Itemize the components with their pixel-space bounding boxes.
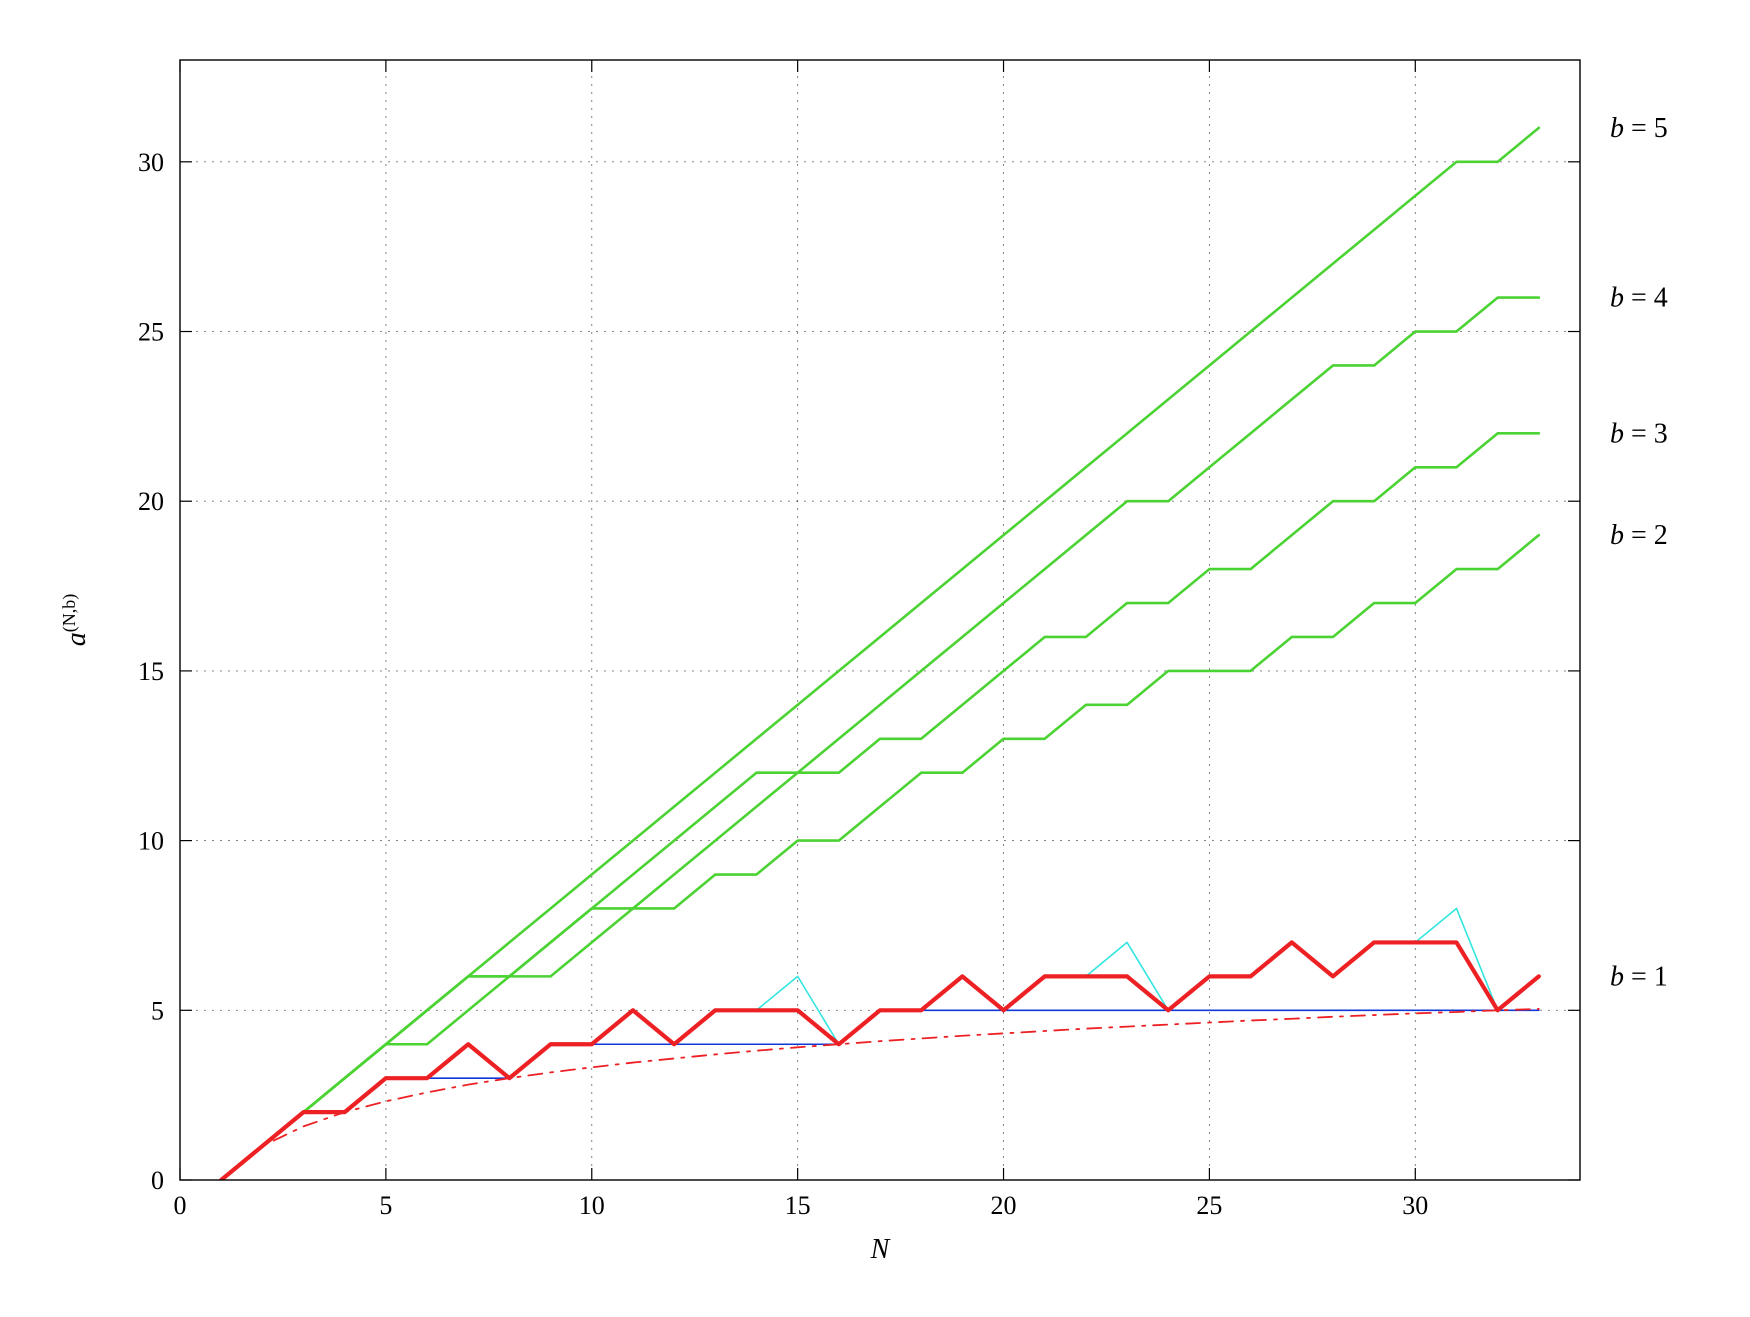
series-annotation: b = 3 bbox=[1610, 418, 1668, 449]
x-axis-label: N bbox=[870, 1234, 891, 1265]
x-tick-label: 0 bbox=[174, 1191, 187, 1220]
y-tick-label: 20 bbox=[138, 487, 164, 516]
x-tick-label: 5 bbox=[379, 1191, 392, 1220]
x-tick-label: 20 bbox=[991, 1191, 1017, 1220]
y-tick-label: 15 bbox=[138, 657, 164, 686]
x-tick-label: 25 bbox=[1196, 1191, 1222, 1220]
y-tick-label: 5 bbox=[151, 996, 164, 1025]
chart-svg: 051015202530051015202530Na(N,b)b = 5b = … bbox=[0, 0, 1750, 1317]
series-annotation: b = 4 bbox=[1610, 283, 1668, 314]
y-tick-label: 10 bbox=[138, 827, 164, 856]
y-tick-label: 25 bbox=[138, 318, 164, 347]
series-annotation: b = 2 bbox=[1610, 520, 1668, 551]
y-tick-label: 0 bbox=[151, 1166, 164, 1195]
x-tick-label: 30 bbox=[1402, 1191, 1428, 1220]
series-annotation: b = 5 bbox=[1610, 113, 1668, 144]
chart-container: 051015202530051015202530Na(N,b)b = 5b = … bbox=[0, 0, 1750, 1317]
x-tick-label: 15 bbox=[785, 1191, 811, 1220]
x-tick-label: 10 bbox=[579, 1191, 605, 1220]
series-annotation: b = 1 bbox=[1610, 961, 1668, 992]
y-tick-label: 30 bbox=[138, 148, 164, 177]
